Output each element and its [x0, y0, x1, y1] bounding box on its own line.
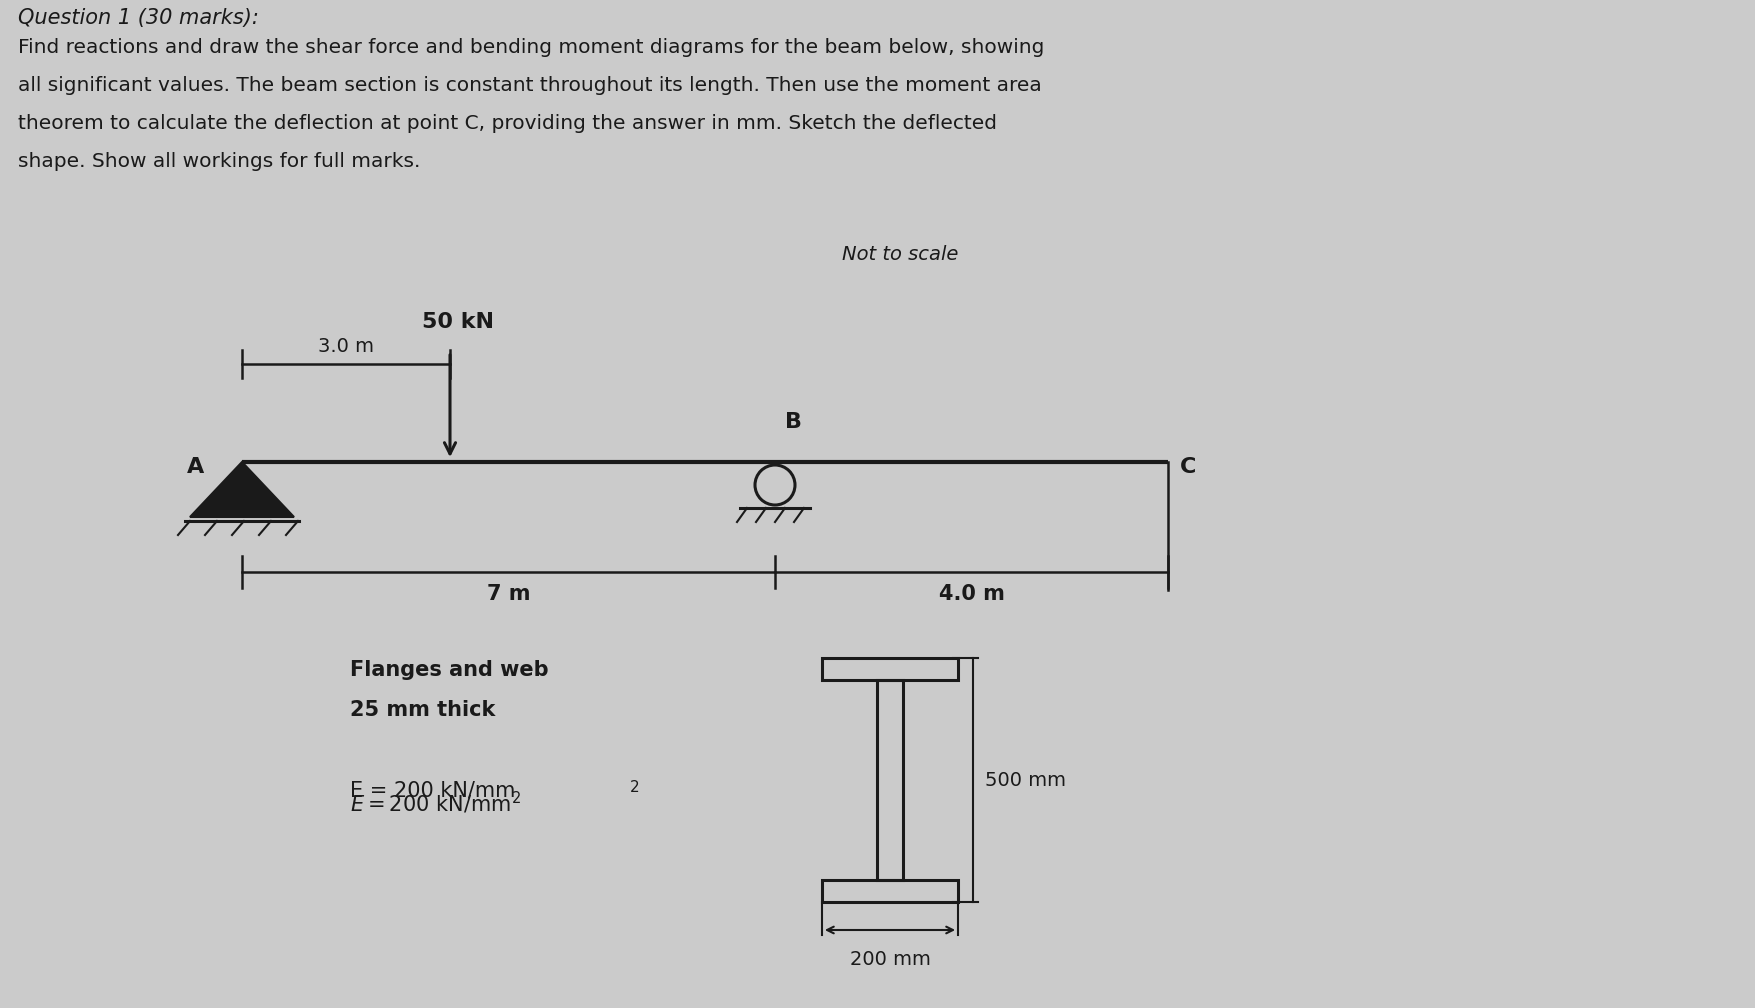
Text: C: C	[1179, 457, 1195, 477]
Text: 200 mm: 200 mm	[849, 950, 930, 969]
Text: Question 1 (30 marks):: Question 1 (30 marks):	[18, 8, 258, 28]
Text: 4.0 m: 4.0 m	[937, 584, 1004, 604]
Text: 3.0 m: 3.0 m	[318, 337, 374, 356]
Text: $E = 200\ \mathrm{kN/mm}^2$: $E = 200\ \mathrm{kN/mm}^2$	[349, 790, 521, 816]
Text: Find reactions and draw the shear force and bending moment diagrams for the beam: Find reactions and draw the shear force …	[18, 38, 1044, 57]
Text: all significant values. The beam section is constant throughout its length. Then: all significant values. The beam section…	[18, 76, 1041, 95]
Text: A: A	[186, 457, 204, 477]
Text: theorem to calculate the deflection at point C, providing the answer in mm. Sket: theorem to calculate the deflection at p…	[18, 114, 997, 133]
Text: shape. Show all workings for full marks.: shape. Show all workings for full marks.	[18, 152, 419, 171]
Text: Not to scale: Not to scale	[841, 245, 958, 264]
Text: 50 kN: 50 kN	[421, 312, 493, 332]
Polygon shape	[190, 462, 293, 517]
Text: E = 200 kN/mm: E = 200 kN/mm	[349, 780, 514, 800]
Text: 500 mm: 500 mm	[985, 770, 1065, 789]
Text: Flanges and web: Flanges and web	[349, 660, 548, 680]
Text: 7 m: 7 m	[486, 584, 530, 604]
Text: B: B	[784, 412, 802, 432]
Text: 25 mm thick: 25 mm thick	[349, 700, 495, 720]
Text: 2: 2	[630, 780, 639, 795]
